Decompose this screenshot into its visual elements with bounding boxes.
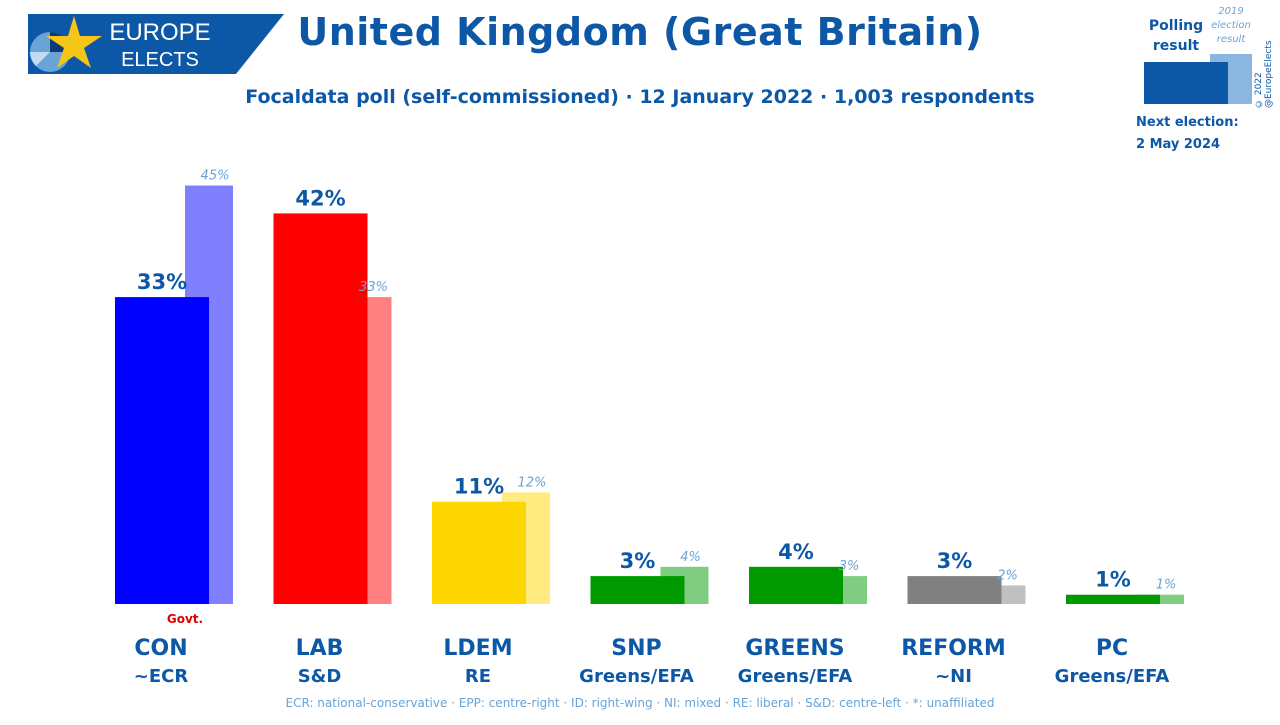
star-icon bbox=[46, 16, 102, 68]
election-value-label: 4% bbox=[680, 550, 701, 565]
poll-bar-reform bbox=[907, 576, 1002, 604]
footer-legend: ECR: national-conservative · EPP: centre… bbox=[285, 696, 995, 710]
govt-annotation: Govt. bbox=[167, 612, 203, 626]
copyright-text: © 2022 @EuropeElects bbox=[1254, 40, 1274, 108]
poll-bar-greens bbox=[749, 566, 843, 604]
poll-value-label: 11% bbox=[454, 475, 504, 499]
poll-value-label: 4% bbox=[778, 540, 814, 564]
group-label: RE bbox=[465, 666, 491, 687]
chart-subtitle: Focaldata poll (self-commissioned) · 12 … bbox=[245, 86, 1035, 108]
group-label: S&D bbox=[298, 666, 342, 687]
election-value-label: 2% bbox=[997, 568, 1018, 583]
chart-title: United Kingdom (Great Britain) bbox=[297, 10, 983, 54]
poll-bar-con bbox=[115, 297, 209, 604]
legend-polling-label: Polling result bbox=[1148, 18, 1204, 54]
election-value-label: 1% bbox=[1156, 578, 1177, 593]
next-election-info: Next election: 2 May 2024 bbox=[1136, 112, 1239, 156]
election-value-label: 45% bbox=[201, 169, 230, 184]
poll-value-label: 33% bbox=[137, 270, 187, 294]
bar-chart: 33% 45% CON ~ECR 42% 33% LAB S&D 11% 12% LDEM RE 3% 4… bbox=[115, 169, 1184, 687]
poll-value-label: 42% bbox=[295, 186, 345, 210]
party-name-label: LDEM bbox=[443, 636, 512, 661]
group-label: Greens/EFA bbox=[579, 666, 694, 687]
election-value-label: 33% bbox=[359, 280, 388, 295]
next-election-date: 2 May 2024 bbox=[1136, 137, 1221, 152]
group-label: Greens/EFA bbox=[738, 666, 853, 687]
logo-banner bbox=[28, 14, 284, 74]
poll-bar-snp bbox=[590, 576, 685, 604]
party-name-label: CON bbox=[134, 636, 187, 661]
group-label: ~ECR bbox=[134, 666, 189, 687]
group-label: Greens/EFA bbox=[1055, 666, 1170, 687]
poll-value-label: 1% bbox=[1095, 568, 1131, 592]
logo-text-europe: EUROPE bbox=[109, 19, 210, 46]
poll-bar-pc bbox=[1066, 594, 1160, 604]
party-name-label: SNP bbox=[611, 636, 661, 661]
party-name-label: PC bbox=[1096, 636, 1128, 661]
group-label: ~NI bbox=[935, 666, 972, 687]
poll-value-label: 3% bbox=[937, 549, 973, 573]
europe-elects-logo: EUROPE ELECTS bbox=[28, 14, 284, 74]
election-value-label: 3% bbox=[839, 559, 860, 574]
poll-bar-ldem bbox=[432, 501, 526, 604]
poll-bar-lab bbox=[273, 213, 368, 604]
logo-text-elects: ELECTS bbox=[121, 49, 199, 71]
next-election-label: Next election: bbox=[1136, 115, 1239, 130]
party-name-label: LAB bbox=[296, 636, 344, 661]
legend-polling-swatch bbox=[1144, 62, 1228, 104]
party-name-label: GREENS bbox=[745, 636, 844, 661]
poll-value-label: 3% bbox=[620, 549, 656, 573]
party-name-label: REFORM bbox=[901, 636, 1006, 661]
election-value-label: 12% bbox=[518, 475, 547, 490]
legend-election-label: 2019 election result bbox=[1211, 6, 1251, 45]
